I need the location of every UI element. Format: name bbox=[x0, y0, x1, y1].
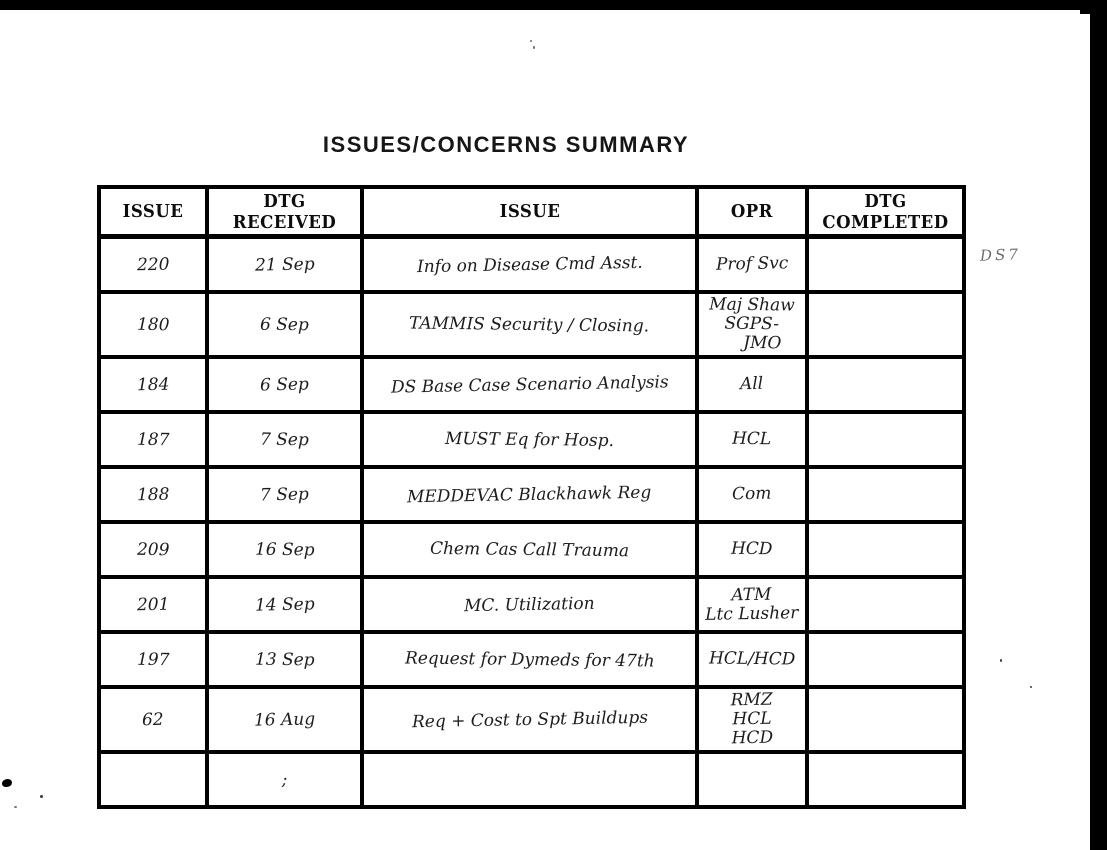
cell-issue-number: 184 bbox=[97, 355, 209, 415]
cell-opr bbox=[695, 750, 809, 810]
table-row: 180 6 Sep TAMMIS Security / Closing. Maj… bbox=[97, 289, 966, 360]
cell-issue-text bbox=[360, 750, 699, 810]
header-issue: ISSUE bbox=[360, 185, 699, 239]
table-row: ; bbox=[97, 750, 966, 810]
margin-note: DS7 bbox=[979, 245, 1022, 265]
cell-issue-number: 188 bbox=[97, 465, 209, 525]
header-issue-number: ISSUE bbox=[97, 185, 209, 239]
cell-dtg-received: 21 Sep bbox=[205, 234, 364, 294]
cell-dtg-completed bbox=[805, 410, 966, 470]
cell-dtg-received: 14 Sep bbox=[205, 575, 364, 635]
scan-edge-corner bbox=[1080, 0, 1107, 14]
cell-issue-text: MC. Utilization bbox=[360, 575, 699, 635]
cell-opr: RMZ HCL HCD bbox=[695, 685, 809, 755]
cell-dtg-completed bbox=[805, 630, 966, 690]
scan-edge-right bbox=[1090, 0, 1107, 850]
cell-issue-text: Info on Disease Cmd Asst. bbox=[360, 234, 699, 294]
cell-dtg-completed bbox=[805, 465, 966, 525]
cell-issue-number: 220 bbox=[97, 234, 209, 294]
cell-issue-text: Chem Cas Call Trauma bbox=[360, 520, 699, 580]
cell-dtg-received: 13 Sep bbox=[205, 630, 364, 690]
cell-issue-number: 197 bbox=[97, 630, 209, 690]
cell-opr: HCL/HCD bbox=[695, 630, 809, 690]
cell-issue-number bbox=[97, 750, 209, 810]
cell-issue-text: Req + Cost to Spt Buildups bbox=[360, 685, 699, 755]
issues-table: ISSUE DTG RECEIVED ISSUE OPR DTG COMPLET… bbox=[97, 185, 966, 810]
table-row: 209 16 Sep Chem Cas Call Trauma HCD bbox=[97, 520, 966, 580]
scan-speck bbox=[40, 795, 43, 798]
scan-speck bbox=[530, 40, 532, 42]
table-row: 188 7 Sep MEDDEVAC Blackhawk Reg Com bbox=[97, 465, 966, 525]
cell-issue-text: DS Base Case Scenario Analysis bbox=[360, 355, 699, 415]
cell-issue-number: 62 bbox=[97, 685, 209, 755]
cell-dtg-received: 7 Sep bbox=[205, 410, 364, 470]
scan-edge-top bbox=[0, 0, 1107, 10]
cell-dtg-received: 16 Aug bbox=[205, 685, 364, 755]
header-dtg-completed: DTG COMPLETED bbox=[805, 185, 966, 239]
cell-dtg-received: 6 Sep bbox=[205, 355, 364, 415]
cell-dtg-completed bbox=[805, 234, 966, 294]
page-title: ISSUES/CONCERNS SUMMARY bbox=[322, 132, 690, 157]
cell-issue-text: MUST Eq for Hosp. bbox=[360, 410, 699, 470]
scan-blob bbox=[2, 779, 12, 787]
cell-dtg-completed bbox=[805, 355, 966, 415]
table-row: 201 14 Sep MC. Utilization ATM Ltc Lushe… bbox=[97, 575, 966, 635]
cell-dtg-completed bbox=[805, 289, 966, 360]
cell-issue-number: 209 bbox=[97, 520, 209, 580]
cell-dtg-received: 7 Sep bbox=[205, 465, 364, 525]
cell-dtg-completed bbox=[805, 520, 966, 580]
cell-dtg-completed bbox=[805, 750, 966, 810]
table-header-row: ISSUE DTG RECEIVED ISSUE OPR DTG COMPLET… bbox=[97, 185, 966, 239]
cell-dtg-completed bbox=[805, 575, 966, 635]
cell-dtg-received: ; bbox=[205, 750, 364, 810]
scan-speck bbox=[533, 46, 535, 49]
cell-opr: HCL bbox=[695, 410, 809, 470]
table-row: 197 13 Sep Request for Dymeds for 47th H… bbox=[97, 630, 966, 690]
table-row: 187 7 Sep MUST Eq for Hosp. HCL bbox=[97, 410, 966, 470]
cell-opr: Maj Shaw SGPS- JMO bbox=[695, 289, 809, 360]
cell-dtg-received: 6 Sep bbox=[205, 289, 364, 360]
cell-issue-text: Request for Dymeds for 47th bbox=[360, 630, 699, 690]
table-row: 184 6 Sep DS Base Case Scenario Analysis… bbox=[97, 355, 966, 415]
cell-dtg-completed bbox=[805, 685, 966, 755]
cell-issue-number: 201 bbox=[97, 575, 209, 635]
cell-opr: HCD bbox=[695, 520, 809, 580]
cell-dtg-received: 16 Sep bbox=[205, 520, 364, 580]
scan-speck bbox=[14, 806, 17, 808]
cell-issue-number: 180 bbox=[97, 289, 209, 360]
cell-issue-text: TAMMIS Security / Closing. bbox=[360, 289, 699, 360]
scan-speck bbox=[1000, 659, 1002, 662]
table-row: 62 16 Aug Req + Cost to Spt Buildups RMZ… bbox=[97, 685, 966, 755]
table-row: 220 21 Sep Info on Disease Cmd Asst. Pro… bbox=[97, 234, 966, 294]
cell-opr: ATM Ltc Lusher bbox=[695, 575, 809, 635]
header-opr: OPR bbox=[695, 185, 809, 239]
cell-issue-number: 187 bbox=[97, 410, 209, 470]
cell-opr: All bbox=[695, 355, 809, 415]
cell-opr: Prof Svc bbox=[695, 234, 809, 294]
header-dtg-received: DTG RECEIVED bbox=[205, 185, 364, 239]
cell-opr: Com bbox=[695, 465, 809, 525]
cell-issue-text: MEDDEVAC Blackhawk Reg bbox=[360, 465, 699, 525]
scan-speck bbox=[1030, 686, 1032, 688]
